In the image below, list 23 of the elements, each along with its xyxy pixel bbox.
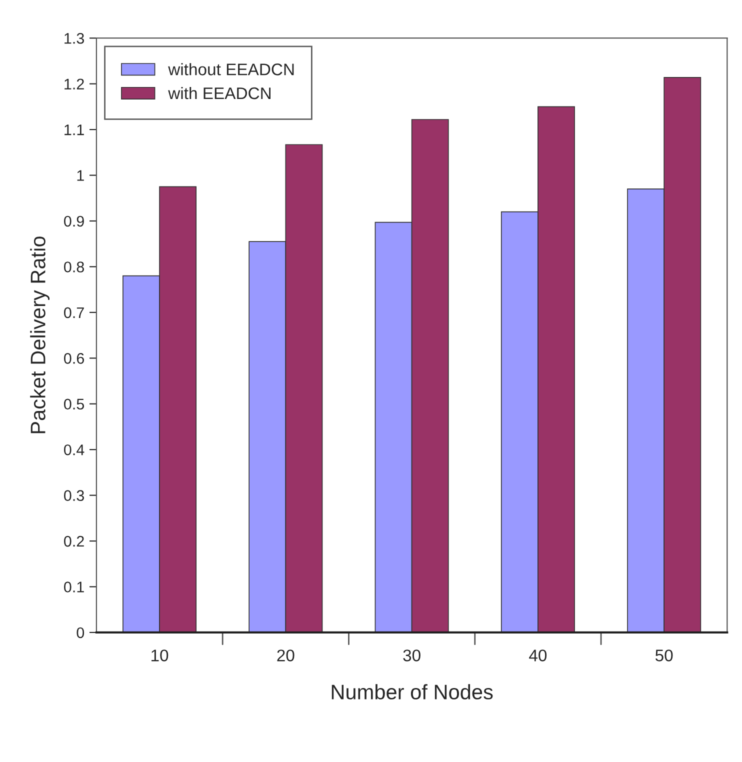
y-tick-label: 1.1: [64, 124, 84, 136]
x-tick-label: 20: [277, 650, 294, 662]
y-tick-label: 0.4: [64, 444, 84, 456]
y-tick-label: 0.3: [64, 490, 84, 501]
y-tick-label: 0: [76, 627, 84, 638]
y-tick-label: 0.9: [64, 216, 84, 227]
y-tick-label: 0.8: [64, 262, 84, 272]
legend-label: without EEADCN: [168, 63, 294, 76]
y-tick-label: 0.7: [64, 307, 84, 318]
y-tick-label: 0.1: [64, 582, 84, 592]
y-tick-label: 0.6: [64, 353, 84, 364]
x-tick-label: 30: [403, 650, 420, 662]
y-tick-label: 0.2: [64, 536, 84, 547]
y-tick-label: 0.5: [64, 398, 84, 410]
y-tick-label: 1.2: [64, 78, 84, 90]
y-tick-label: 1.3: [64, 32, 84, 44]
x-tick-label: 10: [152, 650, 168, 662]
y-axis-title: Packet Delivery Ratio: [30, 236, 50, 434]
x-tick-label: 50: [655, 650, 673, 662]
x-axis-title: Number of Nodes: [332, 684, 493, 700]
legend-label: with EEADCN: [168, 86, 270, 100]
x-tick-label: 40: [529, 650, 547, 662]
y-tick-label: 1: [77, 170, 84, 181]
